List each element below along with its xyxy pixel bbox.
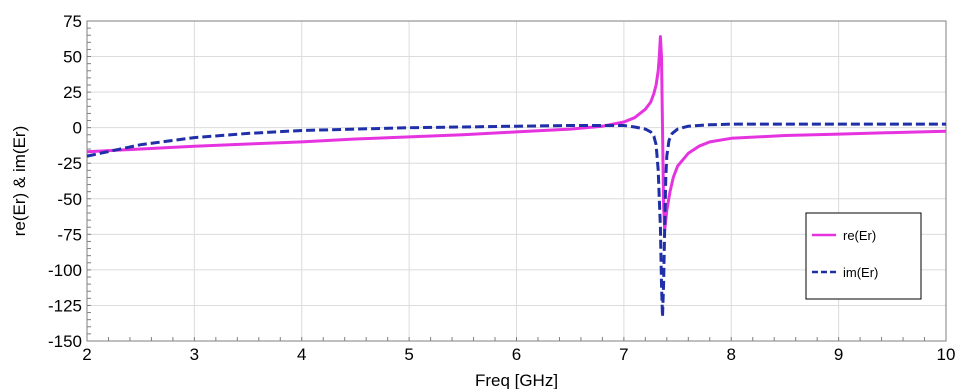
y-tick-label: -25 xyxy=(57,154,82,173)
x-tick-label: 2 xyxy=(82,345,91,364)
x-tick-label: 8 xyxy=(727,345,736,364)
series-group xyxy=(86,35,947,319)
x-tick-label: 5 xyxy=(404,345,413,364)
plot-frame xyxy=(86,20,947,342)
x-tick-label: 6 xyxy=(512,345,521,364)
series-line-im xyxy=(86,122,946,319)
legend-box xyxy=(805,212,922,300)
legend-label-im: im(Er) xyxy=(843,265,878,280)
y-tick-label: -125 xyxy=(48,296,82,315)
y-tick-label: 25 xyxy=(63,83,82,102)
legend-label-re: re(Er) xyxy=(843,228,876,243)
x-tick-labels: 2 3 4 5 6 7 8 9 10 xyxy=(82,345,955,364)
x-tick-label: 3 xyxy=(190,345,199,364)
x-tick-label: 10 xyxy=(937,345,956,364)
x-axis-label: Freq [GHz] xyxy=(475,371,558,389)
x-tick-label: 4 xyxy=(297,345,306,364)
x-tick-label: 7 xyxy=(619,345,628,364)
x-tick-label: 9 xyxy=(834,345,843,364)
y-tick-label: -50 xyxy=(57,190,82,209)
y-tick-label: -75 xyxy=(57,225,82,244)
y-tick-labels: 75 50 25 0 -25 -50 -75 -100 -125 -150 xyxy=(48,12,82,351)
y-tick-label: 0 xyxy=(73,119,82,138)
y-axis-label: re(Er) & im(Er) xyxy=(10,126,29,236)
legend: re(Er) im(Er) xyxy=(805,212,922,300)
y-tick-label: 75 xyxy=(63,12,82,31)
y-tick-label: 50 xyxy=(63,48,82,67)
series-line-re xyxy=(86,35,947,232)
y-tick-label: -150 xyxy=(48,332,82,351)
y-tick-label: -100 xyxy=(48,261,82,280)
